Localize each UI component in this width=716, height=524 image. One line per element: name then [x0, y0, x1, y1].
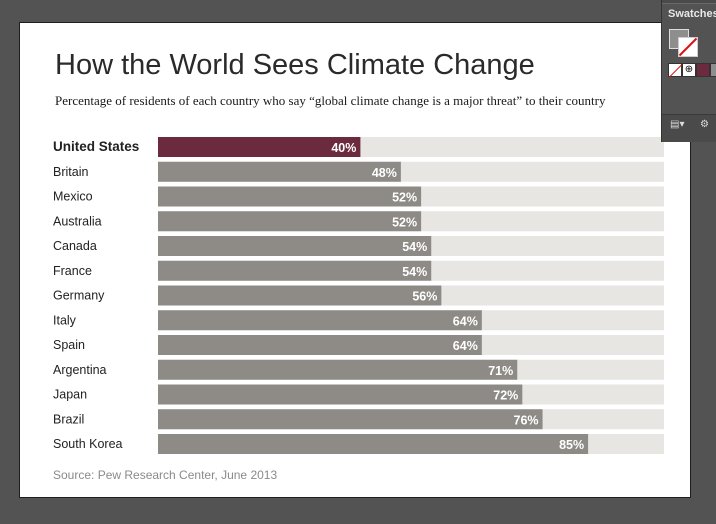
- chart-title: How the World Sees Climate Change: [55, 49, 535, 81]
- category-label-brazil: Brazil: [53, 412, 84, 426]
- category-label-germany: Germany: [53, 289, 105, 303]
- bar-britain: [158, 161, 401, 182]
- bar-south-korea: [158, 434, 589, 454]
- bar-japan: [158, 384, 523, 405]
- registration-swatch-icon[interactable]: ⊕: [682, 63, 696, 77]
- category-label-canada: Canada: [53, 239, 97, 253]
- category-label-britain: Britain: [53, 165, 88, 179]
- bar-italy: [158, 310, 482, 331]
- value-label-italy: 64%: [453, 314, 478, 328]
- gray-swatch[interactable]: [710, 63, 716, 77]
- chart-subtitle: Percentage of residents of each country …: [55, 93, 606, 108]
- bar-france: [158, 260, 432, 281]
- value-label-south-korea: 85%: [559, 438, 584, 452]
- value-label-brazil: 76%: [514, 413, 539, 427]
- bar-brazil: [158, 409, 543, 430]
- bar-argentina: [158, 359, 518, 380]
- bar-chart: United States 40% Britain 48% Mexico 52% Austr…: [53, 137, 664, 454]
- swatch-options-icon[interactable]: ⚙: [700, 119, 709, 130]
- value-label-britain: 48%: [372, 166, 397, 180]
- bar-canada: [158, 236, 432, 256]
- category-label-italy: Italy: [53, 313, 77, 327]
- bar-germany: [158, 285, 442, 306]
- category-label-south-korea: South Korea: [53, 437, 123, 451]
- bar-australia: [158, 211, 422, 232]
- swatch-row: ⊕: [668, 63, 716, 77]
- category-label-mexico: Mexico: [53, 190, 93, 204]
- library-menu-icon[interactable]: ▤▾: [670, 119, 685, 130]
- value-label-canada: 54%: [402, 240, 427, 254]
- value-label-australia: 52%: [392, 215, 417, 229]
- artboard: How the World Sees Climate Change Percen…: [19, 22, 691, 498]
- value-label-france: 54%: [402, 265, 427, 279]
- value-label-japan: 72%: [493, 389, 518, 403]
- value-label-argentina: 71%: [488, 364, 513, 378]
- none-swatch-icon[interactable]: [668, 63, 682, 77]
- category-label-japan: Japan: [53, 388, 87, 402]
- category-label-australia: Australia: [53, 214, 102, 228]
- category-label-spain: Spain: [53, 338, 85, 352]
- value-label-mexico: 52%: [392, 191, 417, 205]
- panel-body: ⊕: [662, 23, 716, 114]
- value-label-germany: 56%: [412, 290, 437, 304]
- bar-united-states: [158, 137, 361, 157]
- bar-spain: [158, 335, 482, 355]
- category-label-france: France: [53, 264, 92, 278]
- swatches-panel[interactable]: Swatches ⊕ ▤▾ ⚙: [661, 0, 716, 142]
- maroon-swatch[interactable]: [696, 63, 710, 77]
- category-label-united-states: United States: [53, 139, 139, 154]
- source-note: Source: Pew Research Center, June 2013: [53, 468, 278, 482]
- value-label-united-states: 40%: [331, 141, 356, 155]
- panel-tab-swatches[interactable]: Swatches: [662, 3, 716, 23]
- stroke-swatch[interactable]: [678, 37, 698, 57]
- panel-footer: ▤▾ ⚙: [662, 114, 716, 139]
- bar-mexico: [158, 186, 422, 207]
- value-label-spain: 64%: [453, 339, 478, 353]
- category-label-argentina: Argentina: [53, 363, 107, 377]
